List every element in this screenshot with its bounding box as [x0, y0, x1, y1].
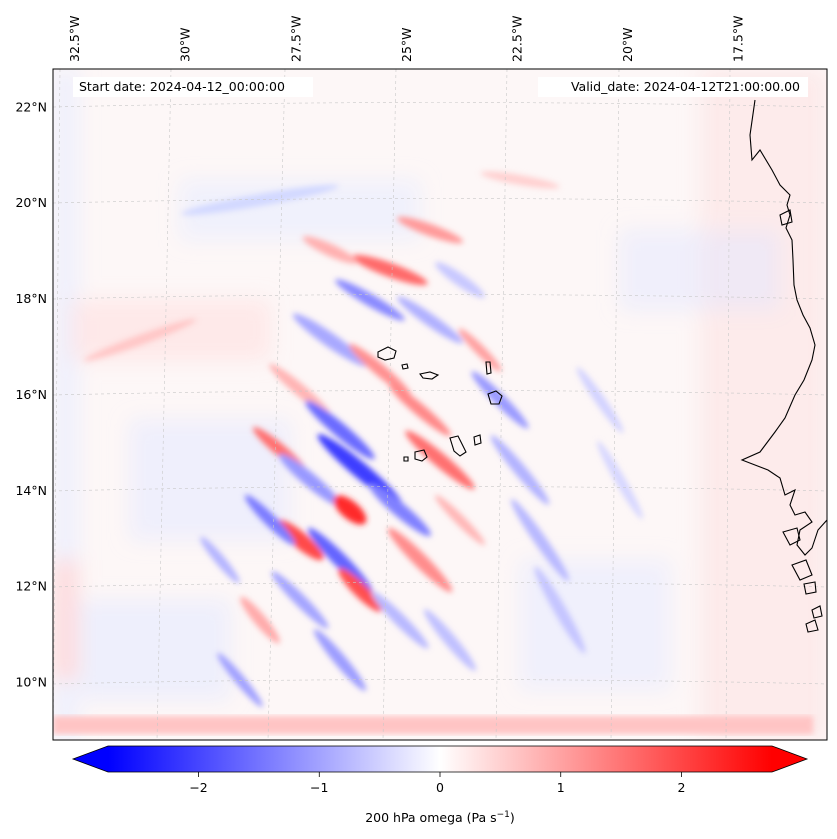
colorbar-outline	[71, 745, 809, 773]
island-sal	[485, 361, 492, 375]
valid-date: Valid_date: 2024-04-12T21:00:00.00	[571, 79, 800, 94]
lon-tick-label: 20°W	[620, 27, 635, 62]
lat-tick-label: 16°N	[15, 387, 47, 402]
island-sao-vicente	[401, 363, 409, 370]
omega-background-tones	[53, 69, 827, 740]
colorbar-title-end: )	[510, 810, 515, 825]
lat-tick-label: 14°N	[15, 483, 47, 498]
colorbar-max-extension	[772, 746, 807, 772]
latitude-labels: 22°N 20°N 18°N 16°N 14°N 12°N 10°N	[15, 99, 47, 689]
lon-tick-label: 25°W	[399, 27, 414, 62]
africa-coastline	[740, 99, 827, 556]
lat-tick-label: 18°N	[15, 291, 47, 306]
coastlines	[740, 99, 827, 633]
island-santiago	[449, 435, 467, 457]
lon-tick-label: 22.5°W	[509, 16, 524, 62]
colorbar-title: 200 hPa omega (Pa s−1)	[365, 810, 515, 825]
lon-tick-label: 30°W	[178, 27, 193, 62]
colorbar-title-sup: −1	[497, 810, 510, 820]
lon-tick-label: 17.5°W	[731, 16, 746, 62]
colorbar-min-extension	[73, 746, 108, 772]
omega-field	[53, 69, 827, 740]
lon-tick-label: 27.5°W	[288, 16, 303, 62]
start-date-box	[73, 77, 313, 97]
colorbar-tick-label: 1	[557, 780, 565, 795]
island-fogo	[414, 449, 428, 462]
colorbar-tick-label: −1	[310, 780, 328, 795]
island-maio	[473, 434, 482, 446]
lat-tick-label: 10°N	[15, 674, 47, 689]
start-date: Start date: 2024-04-12_00:00:00	[79, 79, 285, 94]
cape-verde-islands	[377, 346, 503, 462]
valid-date-box	[538, 77, 808, 97]
omega-wave-stripes	[83, 171, 643, 708]
island-brava	[403, 456, 409, 462]
island-boa-vista	[487, 390, 503, 405]
island-santo-antao	[377, 346, 397, 361]
colorbar-title-main: 200 hPa omega (Pa s	[365, 810, 496, 825]
colorbar: −2 −1 0 1 2 200 hPa omega (Pa s−1)	[71, 745, 809, 825]
lat-tick-label: 22°N	[15, 99, 47, 114]
colorbar-tick-label: 2	[677, 780, 685, 795]
gridlines	[52, 68, 828, 741]
map-frame	[52, 68, 828, 741]
lat-tick-label: 12°N	[15, 579, 47, 594]
colorbar-body	[108, 746, 772, 772]
lat-tick-label: 20°N	[15, 195, 47, 210]
omega-bottom-strip	[53, 716, 813, 734]
longitude-labels: 32.5°W 30°W 27.5°W 25°W 22.5°W 20°W 17.5°W	[67, 16, 745, 62]
map-panel: Start date: 2024-04-12_00:00:00 Valid_da…	[52, 68, 828, 741]
colorbar-ticks: −2 −1 0 1 2	[189, 772, 685, 795]
island-sao-nicolau	[419, 371, 440, 380]
lon-tick-label: 32.5°W	[67, 16, 82, 62]
colorbar-tick-label: 0	[436, 780, 444, 795]
colorbar-tick-label: −2	[189, 780, 207, 795]
